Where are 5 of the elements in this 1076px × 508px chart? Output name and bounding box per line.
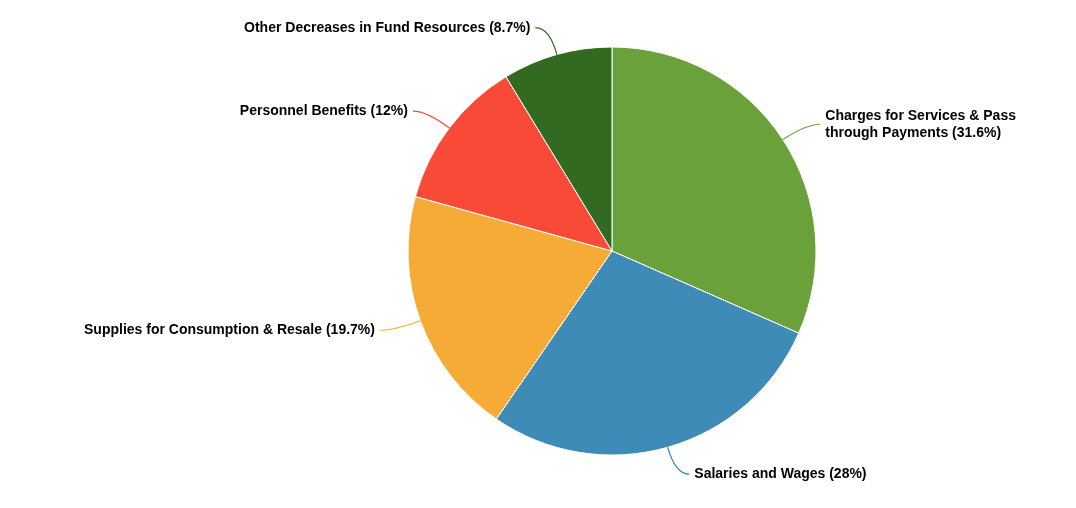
- slice-label: Charges for Services & Pass through Payments (31.6%): [825, 106, 1017, 140]
- slice-label: Salaries and Wages (28%): [694, 464, 867, 481]
- slice-label: Supplies for Consumption & Resale (19.7%): [84, 320, 375, 337]
- slice-label: Other Decreases in Fund Resources (8.7%): [244, 18, 531, 35]
- slice-label: Personnel Benefits (12%): [239, 101, 408, 118]
